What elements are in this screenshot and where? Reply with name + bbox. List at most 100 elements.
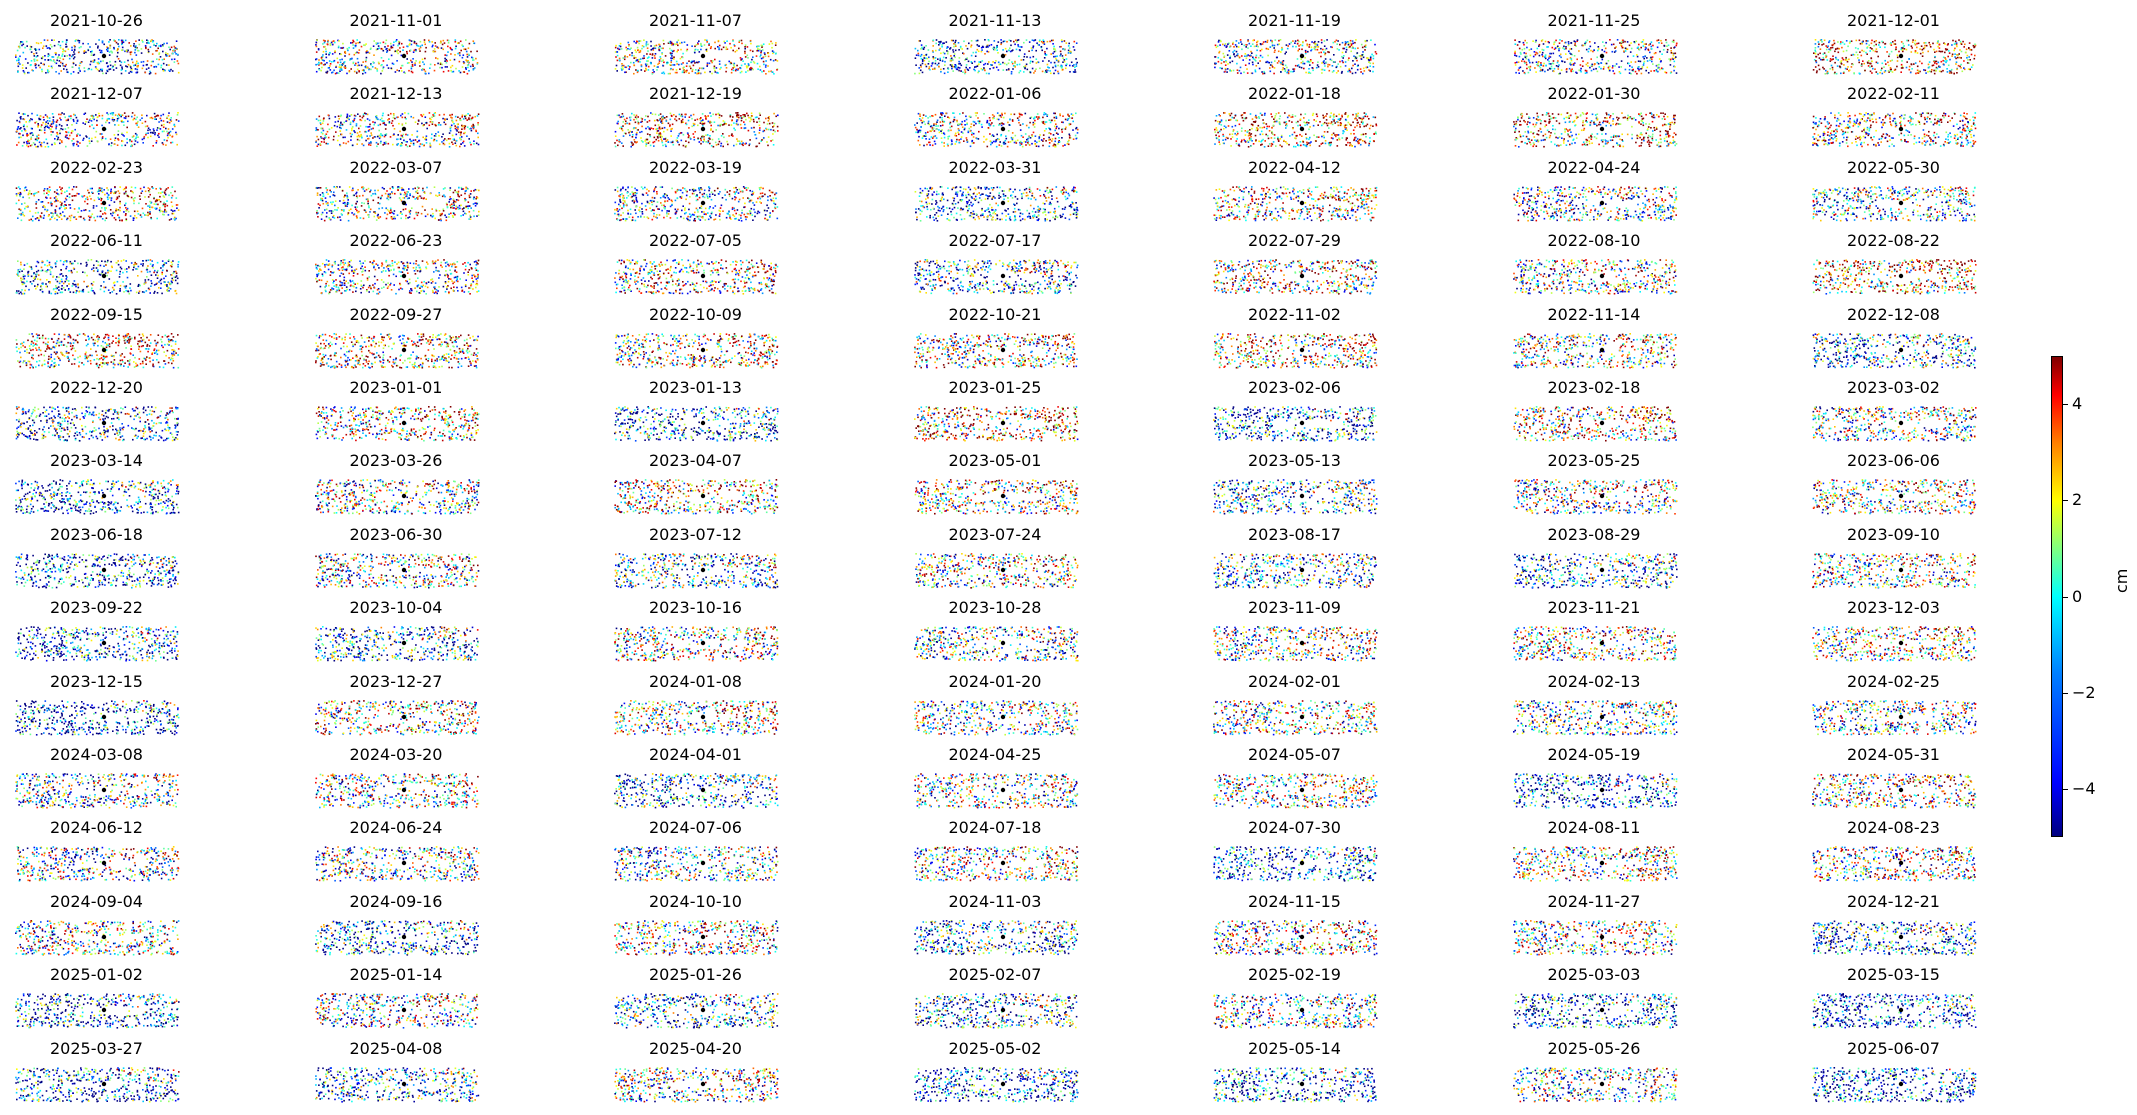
data-point <box>433 64 436 66</box>
data-point <box>1869 66 1871 68</box>
data-point <box>177 112 179 114</box>
data-point <box>1217 41 1220 43</box>
data-point <box>1550 67 1552 70</box>
data-point <box>1548 63 1550 65</box>
data-point <box>922 48 924 50</box>
data-point <box>1022 41 1025 44</box>
data-point <box>1335 39 1338 42</box>
data-point <box>760 44 763 47</box>
data-point <box>748 144 750 147</box>
data-point <box>476 122 479 124</box>
data-point <box>639 40 642 42</box>
data-point <box>1927 63 1930 66</box>
data-point <box>764 53 766 56</box>
data-point <box>644 63 647 65</box>
data-point <box>705 141 707 143</box>
data-point <box>444 66 446 68</box>
data-point <box>359 135 361 138</box>
data-point <box>739 71 742 74</box>
data-point <box>1273 47 1275 49</box>
data-point <box>1252 39 1254 42</box>
data-point <box>658 60 661 62</box>
data-point <box>697 70 699 73</box>
data-point <box>939 41 941 43</box>
data-point <box>620 128 623 130</box>
data-point <box>321 122 323 125</box>
data-point <box>1017 55 1020 58</box>
data-point <box>1607 65 1610 68</box>
data-point <box>622 145 624 148</box>
data-point <box>927 67 930 70</box>
data-point <box>1061 57 1064 59</box>
data-point <box>1325 61 1328 64</box>
data-point <box>382 122 384 125</box>
data-point <box>67 131 70 134</box>
data-point <box>1259 54 1262 57</box>
data-point <box>1364 44 1367 47</box>
data-point <box>1934 62 1936 64</box>
data-point <box>469 144 472 146</box>
data-point <box>49 128 51 131</box>
data-point <box>1261 43 1264 45</box>
data-point <box>1525 55 1528 58</box>
data-point <box>1624 68 1626 71</box>
data-point <box>1009 44 1012 47</box>
data-point <box>73 51 75 53</box>
data-point <box>337 135 339 137</box>
data-point <box>1936 42 1939 44</box>
data-point <box>1673 57 1676 60</box>
data-point <box>106 65 109 68</box>
data-point <box>387 118 390 121</box>
data-point <box>958 123 960 126</box>
data-point <box>1281 68 1284 71</box>
data-point <box>965 64 967 66</box>
data-point <box>1010 137 1012 139</box>
data-point <box>116 49 119 52</box>
data-point <box>663 131 665 133</box>
data-point <box>135 71 138 74</box>
data-point <box>1321 62 1323 64</box>
data-point <box>1583 44 1586 46</box>
data-point <box>1840 72 1842 75</box>
data-point <box>635 137 637 139</box>
data-point <box>980 50 982 53</box>
data-point <box>379 136 381 139</box>
data-point <box>141 39 143 42</box>
data-point <box>995 44 998 47</box>
data-point <box>315 129 318 131</box>
data-point <box>683 71 686 74</box>
data-point <box>131 116 133 118</box>
data-point <box>1220 40 1222 43</box>
data-point <box>961 112 964 115</box>
data-point <box>1316 64 1319 66</box>
data-point <box>627 65 630 67</box>
data-point <box>1861 63 1863 65</box>
data-point <box>718 63 721 65</box>
data-point <box>1366 66 1369 68</box>
data-point <box>161 142 164 145</box>
data-point <box>1817 41 1820 43</box>
data-point <box>724 42 726 44</box>
data-point <box>174 49 176 52</box>
data-point <box>34 63 37 65</box>
data-point <box>338 66 340 68</box>
data-point <box>924 57 927 60</box>
data-point <box>628 44 630 46</box>
data-point <box>1369 65 1371 67</box>
data-point <box>406 62 408 64</box>
data-point <box>674 118 676 121</box>
scatter-map <box>1513 39 1678 75</box>
data-point <box>1970 66 1973 68</box>
data-point <box>379 124 381 126</box>
data-point <box>116 118 119 120</box>
data-point <box>40 129 43 132</box>
data-point <box>1355 57 1358 60</box>
data-point <box>1842 58 1845 61</box>
data-point <box>1023 66 1026 69</box>
data-point <box>156 129 158 132</box>
data-point <box>1073 66 1076 69</box>
data-point <box>420 44 423 47</box>
data-point <box>1644 46 1646 48</box>
data-point <box>422 63 425 66</box>
data-point <box>1628 68 1630 71</box>
